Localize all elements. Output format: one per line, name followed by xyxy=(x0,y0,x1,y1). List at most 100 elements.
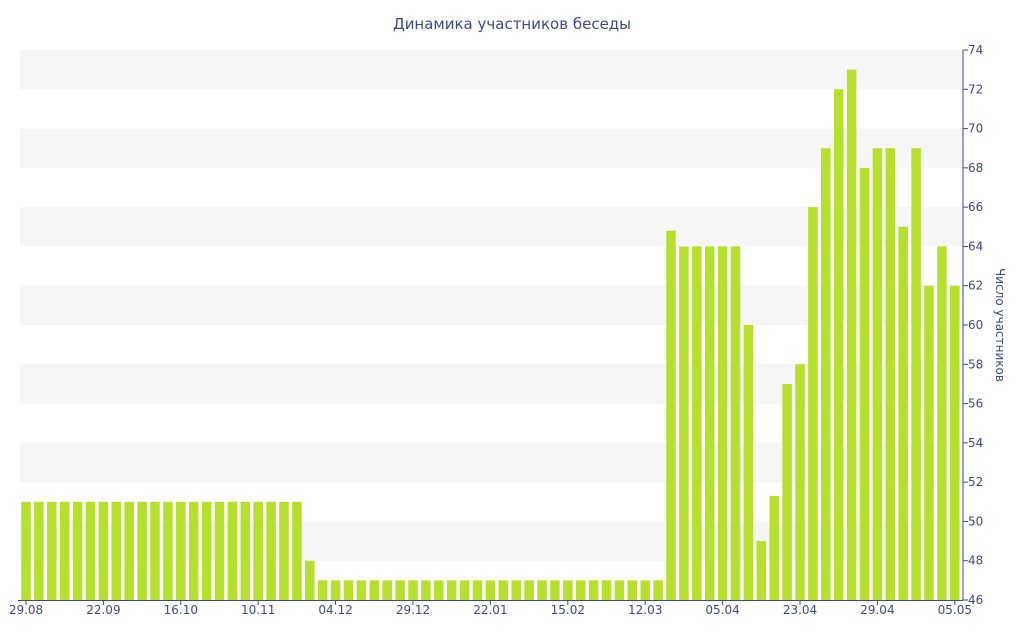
bar xyxy=(524,580,534,600)
bar xyxy=(188,501,199,600)
bar xyxy=(666,230,676,600)
bar xyxy=(859,167,870,600)
bar xyxy=(614,580,625,600)
bar xyxy=(911,148,921,600)
x-tick-label: 29.04 xyxy=(860,603,894,617)
y-tick-label: 64 xyxy=(968,239,983,253)
x-tick-label: 29.08 xyxy=(9,603,43,617)
grid-band xyxy=(20,285,963,325)
bar xyxy=(227,501,238,600)
bar xyxy=(653,580,663,600)
bar xyxy=(756,541,767,600)
grid-band xyxy=(20,442,963,483)
bar xyxy=(85,501,96,600)
bar xyxy=(369,580,380,600)
bar xyxy=(846,69,857,600)
bar xyxy=(150,501,160,600)
grid-band xyxy=(20,207,963,247)
bar xyxy=(730,246,741,600)
x-tick-label: 10.11 xyxy=(241,603,275,617)
bar xyxy=(305,560,315,600)
bar xyxy=(885,148,896,600)
bar xyxy=(472,580,483,600)
bar xyxy=(782,383,792,600)
bar xyxy=(808,207,818,600)
bar xyxy=(395,580,405,600)
bar xyxy=(769,495,779,600)
bar xyxy=(382,580,392,600)
bar xyxy=(343,580,354,600)
bar xyxy=(924,285,934,600)
bar xyxy=(240,501,251,600)
bar xyxy=(253,501,263,600)
bar xyxy=(640,580,650,600)
bar xyxy=(266,501,276,600)
bar xyxy=(821,148,831,600)
bar xyxy=(330,580,341,600)
y-tick-label: 54 xyxy=(968,436,983,450)
bar xyxy=(214,501,225,600)
bar xyxy=(279,501,289,600)
x-tick-label: 15.02 xyxy=(551,603,585,617)
y-tick-label: 68 xyxy=(968,161,983,175)
bar xyxy=(59,501,70,600)
bar xyxy=(511,580,521,600)
bar xyxy=(575,580,586,600)
grid-band xyxy=(20,364,963,404)
x-tick-label: 05.05 xyxy=(938,603,972,617)
y-tick-label: 66 xyxy=(968,200,983,214)
y-tick-label: 72 xyxy=(968,82,983,96)
bar xyxy=(795,364,805,600)
bar xyxy=(627,580,638,600)
bar xyxy=(446,580,457,600)
bar xyxy=(72,501,83,600)
bar xyxy=(743,325,754,600)
y-tick-label: 70 xyxy=(968,122,983,136)
y-tick-label: 74 xyxy=(968,43,983,57)
bar xyxy=(550,580,560,600)
bar xyxy=(692,246,702,600)
bar xyxy=(872,148,883,600)
y-tick-label: 62 xyxy=(968,279,983,293)
y-axis-title: Число участников xyxy=(993,268,1007,382)
bar xyxy=(124,501,134,600)
bar xyxy=(111,501,122,600)
bar xyxy=(563,580,573,600)
grid-bands xyxy=(20,50,963,561)
bar xyxy=(950,285,960,600)
bar xyxy=(588,580,599,600)
x-axis-ticks: 29.08 22.09 16.10 10.11 04.12 29.12 22.01 15.02… xyxy=(9,600,972,617)
bar xyxy=(601,580,612,600)
y-tick-label: 50 xyxy=(968,514,983,528)
bar xyxy=(408,580,418,600)
bar xyxy=(717,246,728,600)
bar xyxy=(292,501,302,600)
bar xyxy=(34,501,44,600)
bar xyxy=(498,580,509,600)
y-tick-label: 46 xyxy=(968,593,983,607)
y-tick-label: 58 xyxy=(968,357,983,371)
bar xyxy=(679,246,689,600)
grid-band xyxy=(20,128,963,168)
bar xyxy=(176,501,186,600)
bar xyxy=(485,580,496,600)
bar xyxy=(137,501,147,600)
y-tick-label: 48 xyxy=(968,554,983,568)
grid-band xyxy=(20,50,963,90)
bar xyxy=(704,246,715,600)
x-tick-label: 04.12 xyxy=(318,603,352,617)
bar xyxy=(163,501,173,600)
bars-group xyxy=(21,69,960,601)
y-tick-label: 56 xyxy=(968,397,983,411)
y-tick-label: 60 xyxy=(968,318,983,332)
bar xyxy=(98,501,109,600)
bar xyxy=(434,580,444,600)
x-tick-label: 22.01 xyxy=(473,603,507,617)
x-tick-label: 05.04 xyxy=(705,603,739,617)
bar xyxy=(47,501,57,600)
x-tick-label: 16.10 xyxy=(164,603,198,617)
bar xyxy=(937,246,947,600)
bar xyxy=(459,580,470,600)
x-tick-label: 29.12 xyxy=(396,603,430,617)
